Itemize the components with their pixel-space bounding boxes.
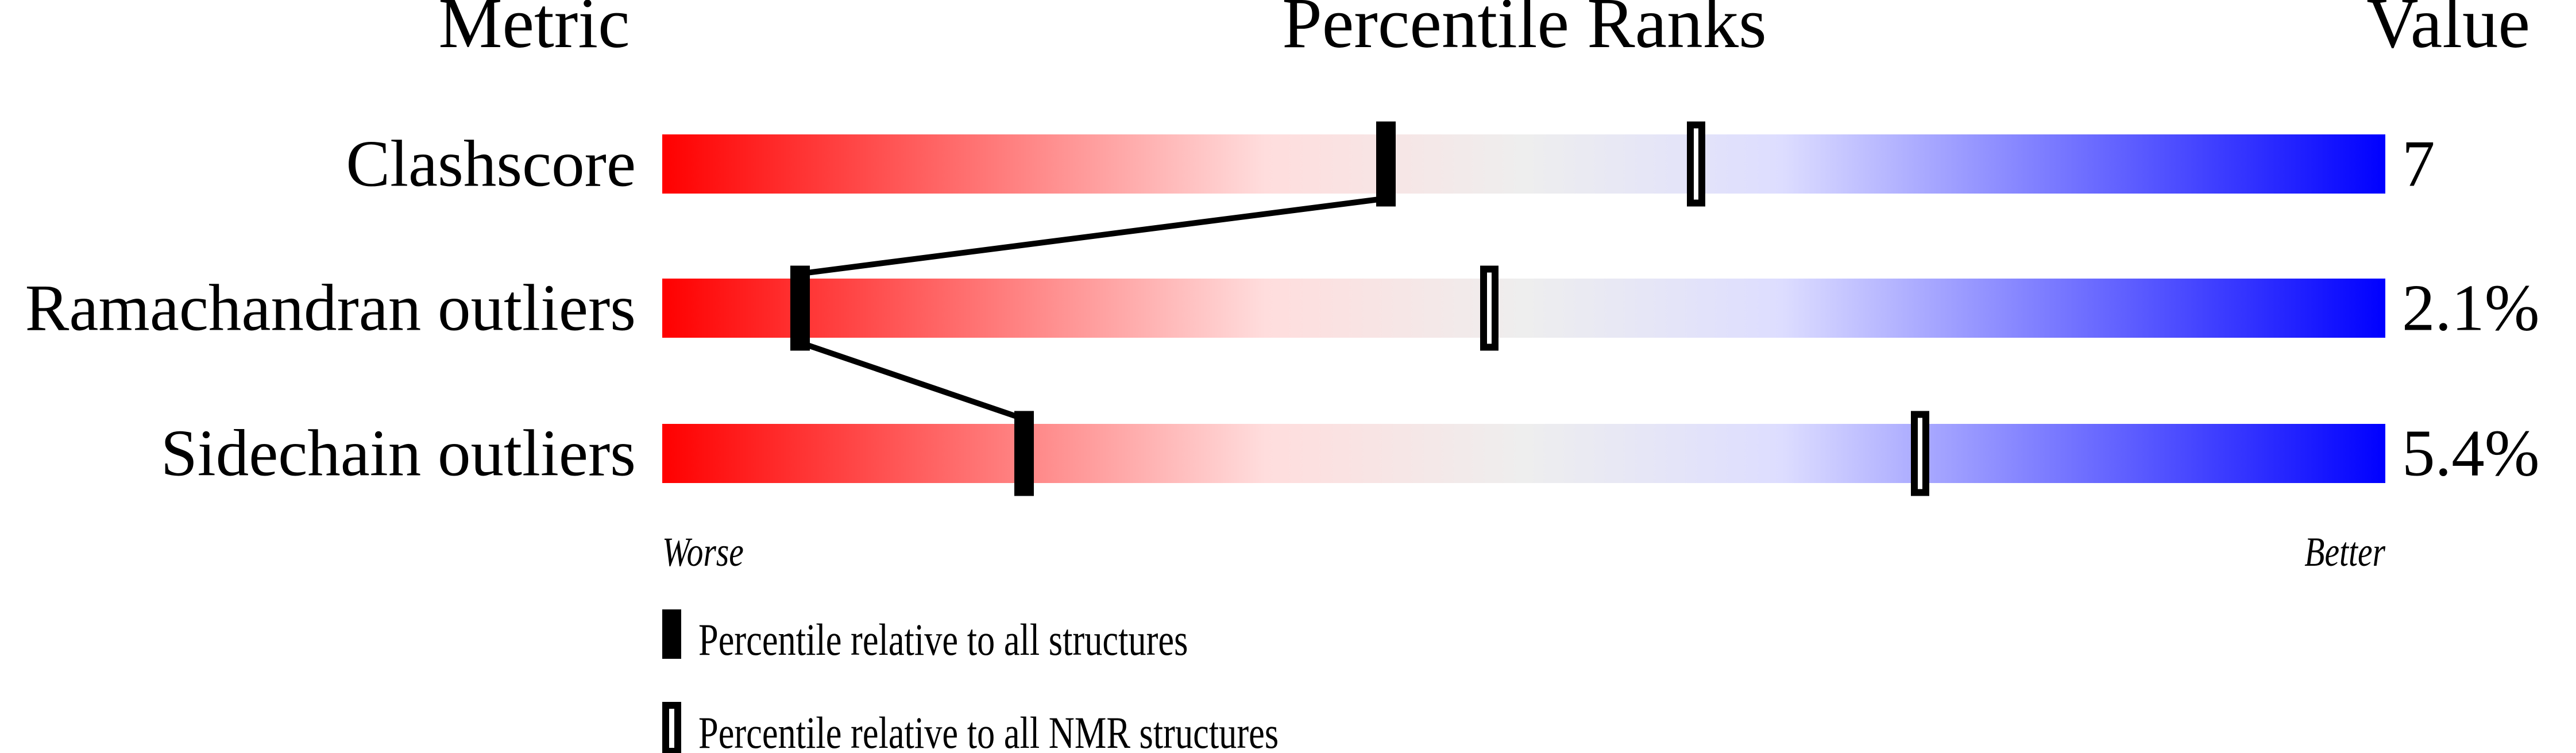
metric-value: 7 [2402, 128, 2435, 200]
all-percentile-marker [1014, 411, 1034, 496]
metric-row: Clashscore 7 [346, 121, 2435, 207]
nmr-percentile-marker [1687, 121, 1705, 207]
metric-value: 2.1% [2402, 272, 2540, 345]
all-percentile-marker [790, 265, 810, 351]
percentile-connector-line [800, 195, 1387, 277]
header-percentile-ranks: Percentile Ranks [1282, 0, 1767, 63]
metric-label: Clashscore [346, 128, 636, 200]
metric-row: Sidechain outliers 5.4% [161, 411, 2540, 496]
legend-label-nmr: Percentile relative to all NMR structure… [698, 709, 1279, 753]
metric-label: Sidechain outliers [161, 417, 636, 490]
legend-label-all: Percentile relative to all structures [698, 616, 1188, 665]
percentile-gradient-bar [662, 134, 2385, 194]
nmr-percentile-marker [1911, 411, 1929, 496]
legend-filled-marker-icon [662, 609, 681, 659]
all-percentile-marker [1376, 121, 1396, 207]
nmr-percentile-marker [1480, 265, 1499, 351]
worse-label: Worse [662, 530, 744, 576]
header-value: Value [2366, 0, 2530, 63]
better-label: Better [2304, 530, 2385, 576]
percentile-gradient-bar [662, 424, 2385, 483]
metric-row: Ramachandran outliers 2.1% [25, 265, 2540, 351]
metric-value: 5.4% [2402, 417, 2540, 490]
legend-open-marker-icon [662, 702, 681, 753]
header-metric: Metric [438, 0, 629, 63]
metric-label: Ramachandran outliers [25, 272, 636, 345]
percentile-gradient-bar [662, 279, 2385, 338]
percentile-connector-line [799, 339, 1025, 422]
